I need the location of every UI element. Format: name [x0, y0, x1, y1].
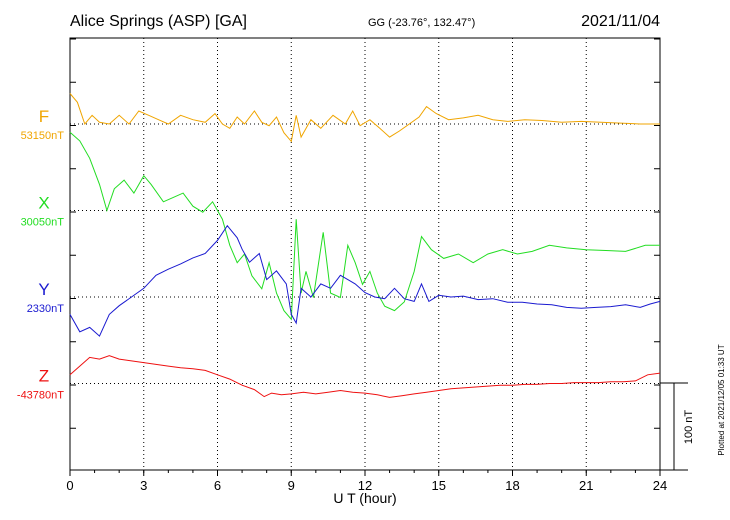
station-title: Alice Springs (ASP) [GA]	[70, 13, 247, 30]
baseline-label-x: 30050nT	[21, 217, 65, 229]
component-letter-f: F	[39, 107, 49, 126]
x-tick-label: 24	[653, 478, 667, 493]
series-x-line	[69, 131, 660, 321]
component-labels: F 53150nT X 30050nT Y 2330nT Z -43780nT	[17, 107, 64, 402]
baseline-label-z: -43780nT	[17, 390, 64, 402]
x-tick-label: 6	[214, 478, 221, 493]
component-letter-y: Y	[38, 280, 49, 299]
grid-lines	[70, 38, 660, 470]
series-y-line	[69, 224, 661, 337]
scale-bar-label: 100 nT	[683, 410, 695, 445]
x-tick-label: 3	[140, 478, 147, 493]
coordinates-label: GG (-23.76°, 132.47°)	[368, 17, 475, 29]
x-tick-label: 18	[505, 478, 519, 493]
y-ticks	[70, 38, 660, 429]
scale-bar: 100 nT	[660, 382, 695, 471]
x-ticks: 0 3 6 9 12 15 18 21 24	[66, 470, 667, 493]
data-series	[69, 93, 661, 398]
x-tick-label: 12	[358, 478, 372, 493]
x-tick-label: 15	[432, 478, 446, 493]
x-tick-label: 21	[579, 478, 593, 493]
baseline-label-f: 53150nT	[21, 130, 65, 142]
series-z-line	[69, 355, 661, 398]
plotted-timestamp: Plotted at 2021/12/05 01:33 UT	[717, 344, 726, 455]
component-letter-z: Z	[39, 367, 49, 386]
series-f-line	[69, 93, 660, 143]
component-letter-x: X	[38, 194, 49, 213]
x-tick-label: 9	[288, 478, 295, 493]
x-tick-label: 0	[66, 478, 73, 493]
x-axis-label: U T (hour)	[333, 490, 396, 506]
date-label: 2021/11/04	[581, 13, 660, 30]
baseline-label-y: 2330nT	[27, 303, 65, 315]
